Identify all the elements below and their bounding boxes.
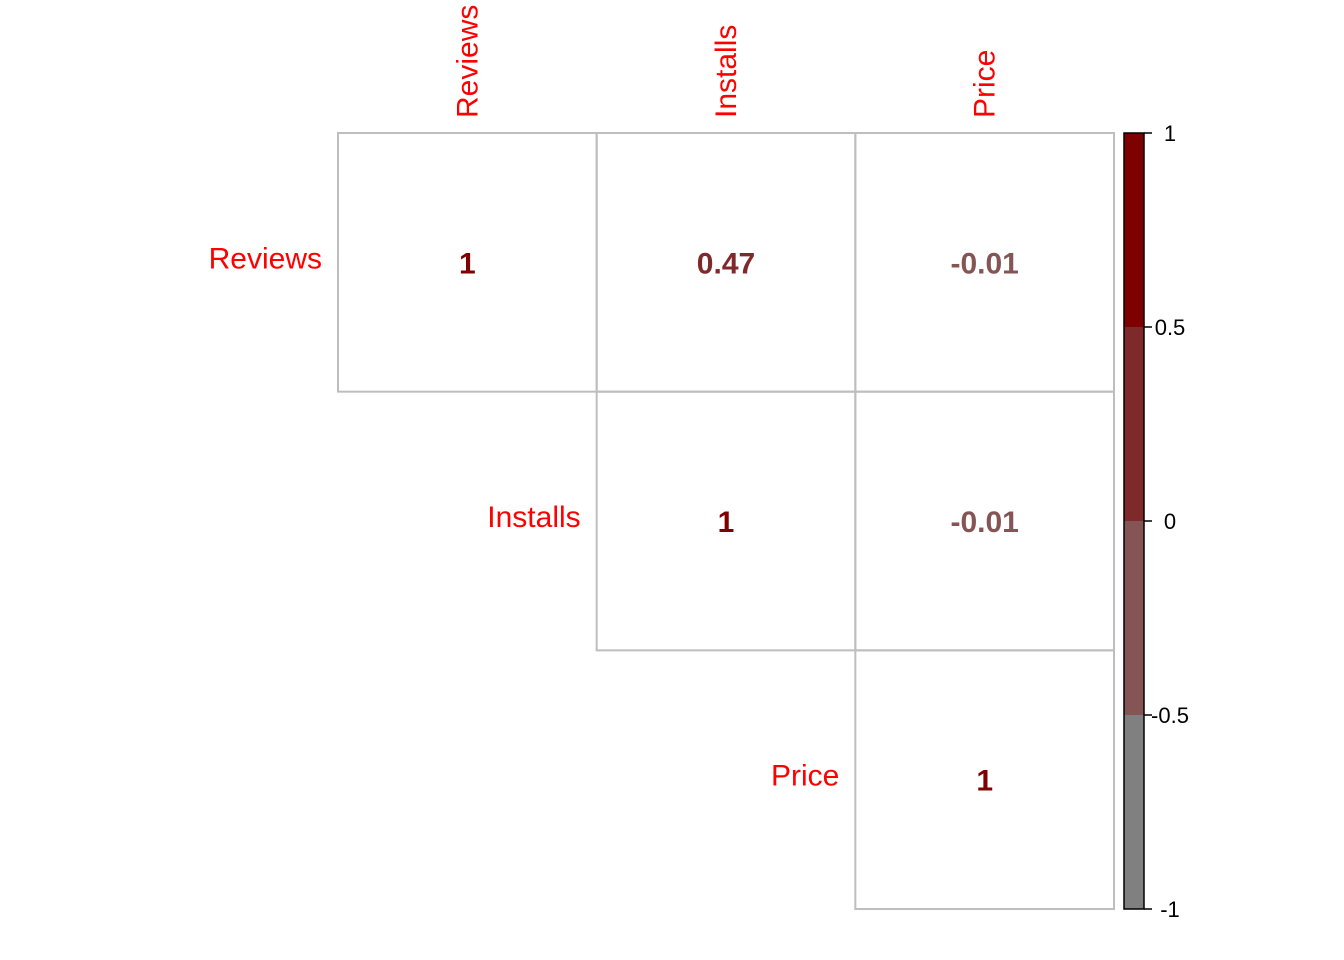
cell-value: -0.01	[950, 506, 1018, 539]
cells-layer: 1 0.47 -0.01 1 -0.01 1	[337, 132, 1116, 911]
cell-value: 0.47	[697, 247, 755, 280]
colorbar-tick-label: 1	[1164, 121, 1176, 146]
colorbar-bin	[1124, 521, 1144, 715]
matrix-cell	[854, 649, 1116, 911]
cell-value: -0.01	[950, 247, 1018, 280]
colorbar-bin	[1124, 133, 1144, 327]
colorbar-bin	[1124, 327, 1144, 521]
colorbar: 1 0.5 0 -0.5 -1	[1123, 121, 1189, 922]
column-label: Reviews	[451, 5, 484, 118]
cell-value: 1	[459, 247, 476, 280]
row-label: Reviews	[209, 242, 322, 275]
colorbar-tick-label: 0.5	[1155, 315, 1186, 340]
column-label: Price	[969, 50, 1002, 118]
row-label: Price	[771, 760, 839, 793]
row-label: Installs	[487, 501, 580, 534]
labels-layer: Reviews Installs Price Reviews Installs Price	[209, 5, 1002, 793]
column-label: Installs	[710, 25, 743, 118]
colorbar-tick-label: 0	[1164, 509, 1176, 534]
colorbar-tick-label: -1	[1160, 897, 1180, 922]
cell-value: 1	[718, 506, 735, 539]
colorbar-tick-label: -0.5	[1151, 703, 1189, 728]
colorbar-bin	[1124, 715, 1144, 909]
cell-value: 1	[976, 765, 993, 798]
